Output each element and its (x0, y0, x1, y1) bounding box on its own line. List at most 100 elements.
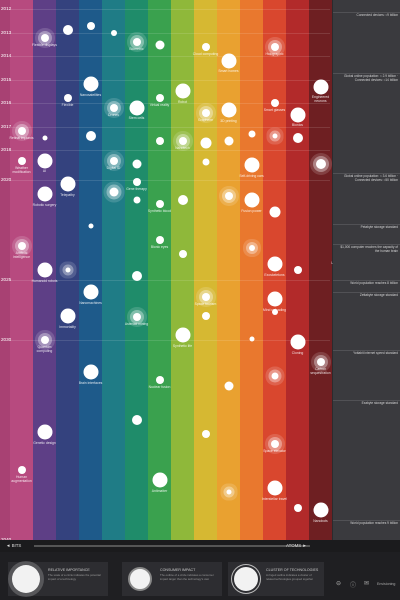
technology-bubble[interactable] (201, 108, 210, 117)
technology-bubble[interactable] (270, 42, 279, 51)
side-note-tick (333, 72, 400, 74)
technology-bubble[interactable] (175, 327, 190, 343)
technology-bubble[interactable] (60, 176, 75, 192)
technology-bubble[interactable] (129, 100, 144, 116)
technology-bubble[interactable] (269, 206, 280, 218)
technology-bubble[interactable] (313, 79, 328, 95)
technology-bubble[interactable] (178, 250, 187, 258)
year-label: 2015 (1, 76, 12, 82)
technology-bubble[interactable] (244, 157, 259, 173)
technology-bubble[interactable] (88, 223, 93, 229)
technology-bubble[interactable] (37, 186, 52, 202)
column-col-9 (194, 0, 217, 540)
technology-bubble[interactable] (83, 76, 98, 92)
technology-bubble[interactable] (63, 94, 72, 103)
technology-bubble[interactable] (83, 284, 98, 300)
zoom-icon[interactable]: ⊖ (336, 581, 342, 587)
technology-bubble[interactable] (316, 358, 325, 366)
technology-bubble[interactable] (267, 256, 282, 272)
side-note-tick (333, 350, 400, 351)
share-icon[interactable]: ✉ (364, 581, 370, 587)
technology-bubble[interactable] (132, 178, 141, 186)
technology-bubble[interactable] (201, 292, 210, 301)
technology-bubble[interactable] (37, 424, 52, 440)
technology-bubble[interactable] (132, 313, 141, 322)
technology-bubble[interactable] (221, 53, 236, 69)
technology-bubble[interactable] (42, 135, 47, 141)
technology-bubble[interactable] (109, 156, 118, 165)
technology-bubble[interactable] (62, 25, 73, 36)
technology-bubble[interactable] (313, 502, 328, 518)
technology-bubble[interactable] (248, 245, 255, 251)
technology-bubble[interactable] (201, 42, 210, 51)
technology-bubble[interactable] (271, 372, 278, 380)
technology-bubble[interactable] (40, 336, 49, 344)
technology-bubble[interactable] (17, 242, 26, 250)
technology-bubble[interactable] (175, 83, 190, 99)
technology-bubble[interactable] (270, 440, 279, 448)
technology-bubble[interactable] (270, 99, 279, 108)
technology-label: Cloud computing (192, 51, 219, 56)
technology-bubble[interactable] (249, 336, 254, 342)
technology-bubble[interactable] (224, 136, 233, 146)
technology-bubble[interactable] (177, 195, 188, 205)
technology-bubble[interactable] (65, 267, 70, 273)
technology-bubble[interactable] (155, 136, 164, 145)
technology-bubble[interactable] (109, 187, 118, 197)
technology-bubble[interactable] (315, 158, 326, 169)
technology-bubble[interactable] (132, 38, 141, 47)
technology-bubble[interactable] (155, 40, 164, 50)
technology-bubble[interactable] (109, 103, 118, 112)
info-icon[interactable]: ⓘ (350, 583, 357, 589)
axis-track[interactable] (34, 545, 310, 547)
technology-bubble[interactable] (152, 472, 167, 488)
technology-bubble[interactable] (271, 309, 278, 316)
side-note: Yottabit internet speed standard (353, 351, 398, 355)
technology-bubble[interactable] (201, 430, 210, 438)
technology-bubble[interactable] (155, 200, 164, 208)
technology-bubble[interactable] (244, 192, 259, 208)
technology-bubble[interactable] (293, 266, 302, 274)
technology-bubble[interactable] (224, 192, 233, 200)
technology-bubble[interactable] (155, 376, 164, 384)
technology-bubble[interactable] (110, 29, 117, 36)
technology-bubble[interactable] (200, 137, 211, 149)
technology-bubble[interactable] (85, 130, 96, 141)
technology-bubble[interactable] (224, 381, 233, 391)
technology-bubble[interactable] (226, 489, 231, 495)
technology-bubble[interactable] (202, 158, 209, 166)
year-gridline (10, 32, 330, 34)
technology-bubble[interactable] (292, 133, 303, 144)
technology-bubble[interactable] (60, 308, 75, 324)
technology-bubble[interactable] (290, 334, 305, 350)
column-col-1 (10, 0, 33, 540)
technology-bubble[interactable] (272, 133, 277, 139)
technology-bubble[interactable] (155, 94, 164, 103)
technology-bubble[interactable] (178, 136, 187, 145)
technology-bubble[interactable] (17, 127, 26, 136)
technology-bubble[interactable] (17, 156, 26, 165)
technology-bubble[interactable] (131, 415, 142, 425)
technology-bubble[interactable] (221, 102, 236, 118)
technology-bubble[interactable] (37, 262, 52, 278)
technology-bubble[interactable] (86, 21, 95, 30)
technology-label: Robotic surgery (32, 202, 57, 207)
technology-bubble[interactable] (132, 159, 141, 168)
axis-right-label[interactable]: ATOMS ► (286, 543, 307, 548)
technology-bubble[interactable] (83, 364, 98, 380)
side-note: Global online population: ≈ 2.9 billion … (343, 73, 398, 82)
technology-bubble[interactable] (201, 312, 210, 320)
technology-bubble[interactable] (290, 107, 305, 123)
technology-bubble[interactable] (155, 236, 164, 244)
technology-bubble[interactable] (17, 466, 26, 474)
technology-bubble[interactable] (37, 153, 52, 168)
technology-bubble[interactable] (293, 504, 302, 512)
side-note: World population reaches 8 billion (350, 281, 398, 285)
technology-bubble[interactable] (248, 130, 255, 138)
technology-bubble[interactable] (131, 271, 142, 281)
technology-bubble[interactable] (133, 196, 140, 204)
technology-bubble[interactable] (267, 480, 282, 496)
technology-bubble[interactable] (40, 33, 49, 42)
axis-left-label[interactable]: ◄ BITS (6, 543, 22, 548)
technology-bubble[interactable] (267, 291, 282, 307)
